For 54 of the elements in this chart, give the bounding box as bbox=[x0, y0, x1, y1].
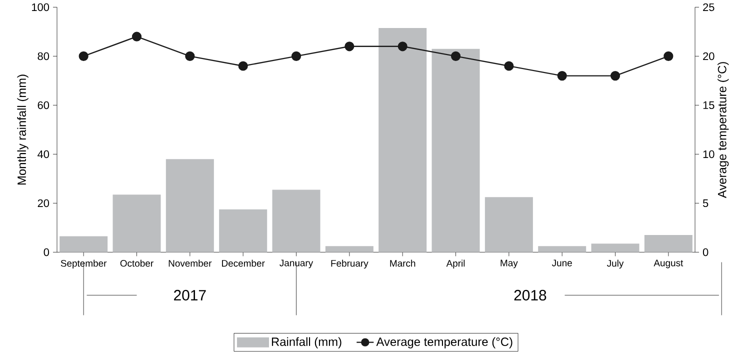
y-tick-label: 60 bbox=[38, 101, 50, 109]
x-tick-label: December bbox=[222, 260, 265, 267]
point bbox=[132, 32, 142, 42]
bar bbox=[432, 48, 480, 252]
point bbox=[291, 51, 302, 61]
point bbox=[450, 51, 461, 61]
legend-label: Rainfall (mm) bbox=[272, 337, 342, 348]
y-tick-label: 20 bbox=[38, 199, 50, 207]
legend-label: Average temperature (°C) bbox=[376, 337, 512, 348]
point bbox=[185, 51, 195, 61]
y-tick-label: 0 bbox=[44, 248, 50, 256]
y2-tick-label: 25 bbox=[703, 3, 714, 11]
text: 2017 bbox=[174, 290, 206, 300]
x-tick-label: October bbox=[120, 260, 154, 267]
y2-tick-label: 15 bbox=[703, 101, 714, 109]
bar bbox=[219, 209, 268, 252]
point bbox=[78, 51, 88, 61]
y-tick-label: 80 bbox=[38, 52, 50, 60]
x-tick-label: November bbox=[168, 260, 212, 267]
x-tick-label: April bbox=[446, 260, 465, 268]
x-tick-label: May bbox=[500, 260, 518, 268]
text: 2018 bbox=[514, 290, 546, 300]
bar bbox=[644, 234, 692, 252]
x-tick-label: February bbox=[331, 260, 368, 268]
y2-tick-label: 20 bbox=[703, 52, 714, 60]
point bbox=[610, 70, 620, 81]
y2-tick-label: 10 bbox=[703, 150, 714, 158]
bar bbox=[538, 246, 586, 252]
bar bbox=[325, 246, 374, 252]
x-tick-label: September bbox=[60, 260, 107, 268]
x-tick-label: August bbox=[654, 260, 684, 268]
x-tick-label: January bbox=[280, 260, 314, 268]
point bbox=[664, 51, 674, 61]
x-tick-label: July bbox=[606, 260, 624, 268]
point bbox=[238, 61, 248, 71]
bar bbox=[60, 236, 108, 252]
point bbox=[344, 42, 354, 52]
bar bbox=[166, 159, 214, 252]
point bbox=[398, 42, 408, 52]
bar bbox=[112, 194, 161, 252]
y2-tick-label: 0 bbox=[702, 248, 708, 256]
x-tick-label: June bbox=[552, 260, 572, 266]
bar bbox=[484, 196, 533, 252]
x-tick-label: March bbox=[390, 260, 416, 267]
point bbox=[557, 70, 567, 81]
point bbox=[504, 61, 514, 71]
y-tick-label: 100 bbox=[32, 3, 50, 11]
y-tick-label: 40 bbox=[38, 150, 50, 158]
bar bbox=[378, 28, 427, 252]
y2-tick-label: 5 bbox=[702, 199, 708, 207]
bar bbox=[272, 190, 320, 252]
y2-axis-title: Average temperature (°C) bbox=[718, 62, 729, 198]
bar bbox=[591, 244, 640, 252]
y-axis-title: Monthly rainfall (mm) bbox=[17, 74, 28, 184]
